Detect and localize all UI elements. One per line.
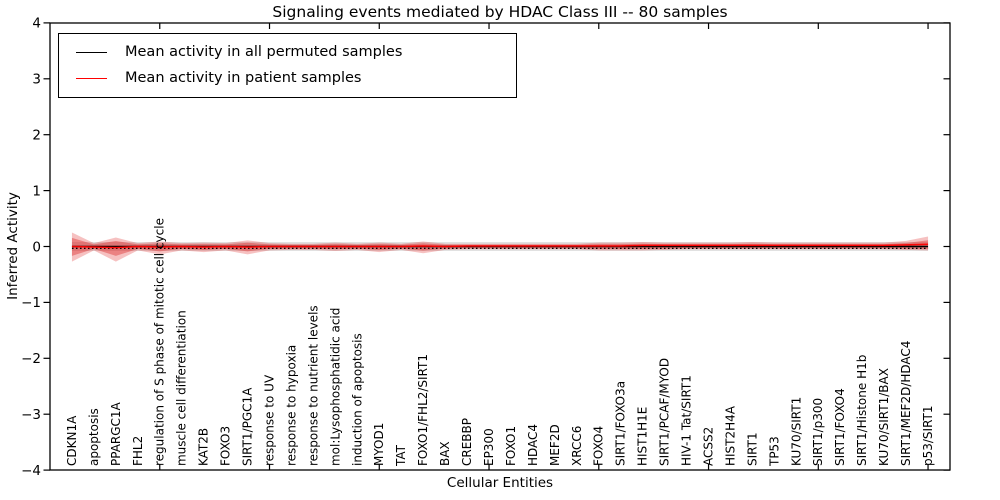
x-tick-label: SIRT1/Histone H1b: [855, 355, 869, 466]
x-tick-label: HIV-1 Tat/SIRT1: [680, 375, 694, 466]
y-tick-label: −2: [21, 351, 41, 367]
x-tick-label: SIRT1/MEF2D/HDAC4: [899, 341, 913, 466]
y-tick-label: 4: [32, 16, 41, 32]
x-tick-label: CDKN1A: [65, 415, 79, 466]
x-tick-label: regulation of S phase of mitotic cell cy…: [153, 218, 167, 466]
patient-mean-line: [71, 243, 929, 249]
x-tick-label: FOXO3: [219, 426, 233, 466]
legend-row-patient: Mean activity in patient samples: [76, 71, 516, 86]
x-tick-label: TAT: [394, 444, 408, 467]
x-tick-label: KU70/SIRT1/BAX: [877, 368, 891, 466]
x-axis-label: Cellular Entities: [446, 475, 554, 491]
x-tick-label: KU70/SIRT1: [789, 397, 803, 466]
x-tick-label: SIRT1/FOXO4: [833, 388, 847, 466]
x-tick-label: FOXO1/FHL2/SIRT1: [416, 354, 430, 466]
x-tick-label: PPARGC1A: [109, 401, 123, 466]
x-tick-label: TP53: [767, 436, 781, 467]
x-tick-label: SIRT1/PCAF/MYOD: [658, 358, 672, 466]
x-tick-label: response to nutrient levels: [306, 305, 320, 466]
x-tick-label: HIST1H1E: [636, 407, 650, 466]
x-tick-label: response to hypoxia: [284, 345, 298, 466]
y-tick-label: −3: [21, 407, 41, 423]
x-tick-label: EP300: [482, 428, 496, 466]
legend: Mean activity in all permuted samples Me…: [58, 33, 517, 98]
y-tick-label: −4: [21, 463, 41, 479]
y-axis-label: Inferred Activity: [5, 192, 21, 300]
y-tick-label: 1: [32, 183, 41, 199]
x-tick-label: FOXO1: [504, 426, 518, 466]
x-tick-label: response to UV: [262, 374, 276, 466]
x-tick-label: SIRT1/p300: [811, 398, 825, 466]
x-tick-label: SIRT1: [745, 432, 759, 466]
x-tick-label: CREBBP: [460, 418, 474, 466]
y-tick-label: 0: [32, 239, 41, 255]
x-tick-label: HDAC4: [526, 424, 540, 466]
x-tick-label: MYOD1: [372, 423, 386, 466]
legend-label-permuted: Mean activity in all permuted samples: [125, 44, 403, 61]
x-tick-label: MEF2D: [548, 424, 562, 466]
x-tick-label: HIST2H4A: [723, 405, 737, 466]
x-tick-label: BAX: [438, 441, 452, 466]
x-tick-label: XRCC6: [570, 426, 584, 466]
y-tick-label: 3: [32, 72, 41, 88]
y-tick-label: −1: [21, 295, 41, 311]
permuted-line-swatch: [76, 52, 107, 54]
chart-title: Signaling events mediated by HDAC Class …: [272, 3, 728, 21]
x-tick-label: p53/SIRT1: [921, 405, 935, 466]
y-tick-label: 2: [32, 128, 41, 144]
x-tick-label: SIRT1/FOXO3a: [614, 381, 628, 466]
x-tick-label: SIRT1/PGC1A: [241, 387, 255, 466]
x-tick-label: FHL2: [131, 436, 145, 466]
legend-row-permuted: Mean activity in all permuted samples: [76, 45, 516, 60]
x-tick-label: induction of apoptosis: [350, 333, 364, 466]
x-tick-label: mol:Lysophosphatidic acid: [328, 308, 342, 466]
x-tick-label: muscle cell differentiation: [175, 310, 189, 466]
x-tick-label: FOXO4: [592, 426, 606, 466]
legend-label-patient: Mean activity in patient samples: [125, 70, 362, 87]
x-tick-label: KAT2B: [197, 428, 211, 466]
x-tick-label: ACSS2: [701, 427, 715, 466]
patient-line-swatch: [76, 77, 107, 79]
x-tick-label: apoptosis: [87, 408, 101, 466]
